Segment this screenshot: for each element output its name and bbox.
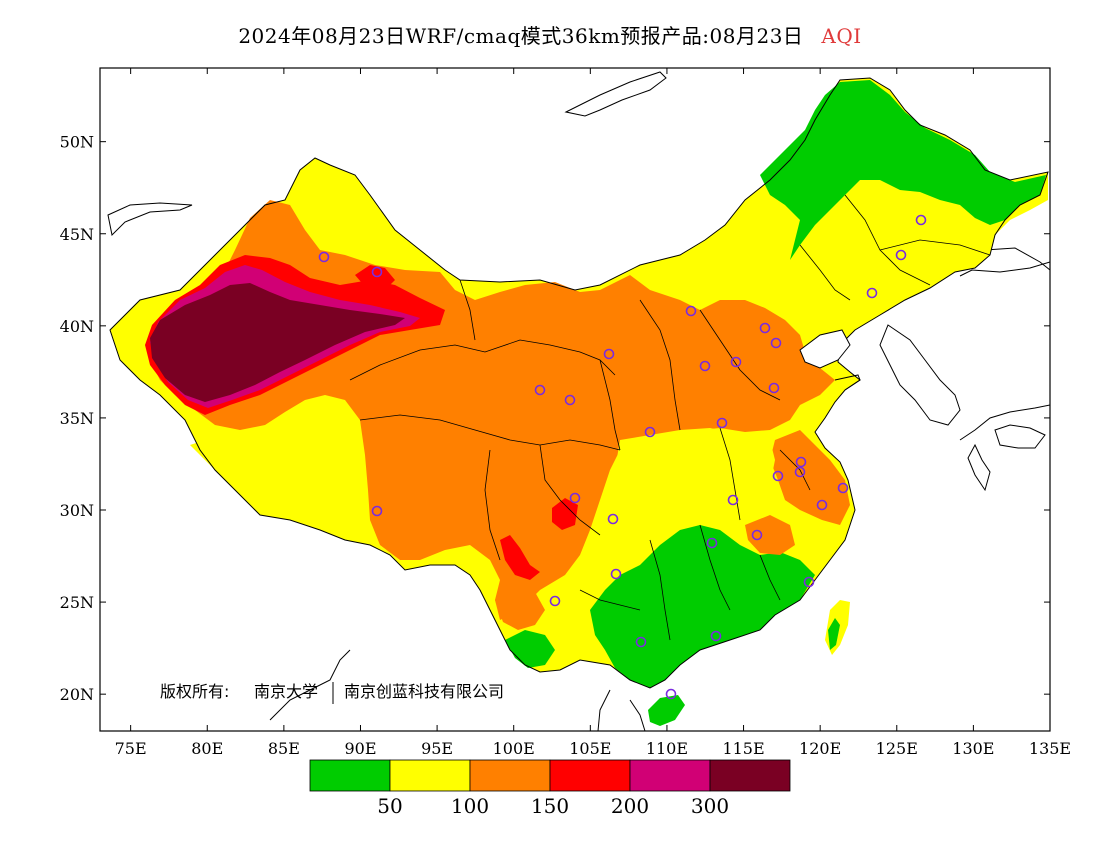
bohai-bay	[799, 329, 851, 369]
aqi-zone-good-taiwan-green	[828, 618, 840, 650]
station-marker	[607, 513, 619, 525]
station-marker	[710, 630, 722, 642]
x-tick-label: 130E	[952, 739, 994, 758]
station-marker	[730, 356, 742, 368]
x-tick-label: 85E	[268, 739, 300, 758]
legend-label: 200	[611, 794, 649, 818]
legend-label: 300	[691, 794, 729, 818]
station-marker	[716, 417, 728, 429]
x-tick-label: 100E	[493, 739, 535, 758]
x-tick-label: 125E	[876, 739, 918, 758]
station-marker	[795, 456, 807, 468]
x-tick-label: 95E	[421, 739, 453, 758]
station-marker	[768, 382, 780, 394]
aqi-zone-good-southwest	[505, 630, 555, 668]
legend-label: 150	[531, 794, 569, 818]
legend-swatch	[549, 759, 631, 792]
station-marker	[816, 499, 828, 511]
aqi-zone-good-hainan	[648, 695, 685, 726]
y-tick-label: 35N	[60, 409, 94, 428]
station-marker	[794, 466, 806, 478]
station-marker	[644, 426, 656, 438]
y-tick-label: 25N	[60, 593, 94, 612]
map-layers: 版权所有: 南京大学 南京创蓝科技有限公司	[107, 71, 1050, 731]
shandong-coast	[834, 374, 861, 391]
y-axis-ticks: 20N 25N 30N 35N 40N 45N 50N	[60, 133, 1050, 704]
province-borders	[349, 194, 991, 641]
legend-swatch	[629, 759, 711, 792]
country-border	[109, 77, 1049, 689]
station-marker	[866, 287, 878, 299]
station-marker	[685, 305, 697, 317]
y-tick-label: 40N	[60, 317, 94, 336]
copyright-label: 版权所有:	[160, 682, 229, 701]
y-tick-label: 20N	[60, 685, 94, 704]
x-tick-label: 110E	[646, 739, 688, 758]
station-marker	[534, 384, 546, 396]
station-marker	[665, 688, 677, 700]
x-tick-label: 135E	[1029, 739, 1071, 758]
station-marker	[635, 636, 647, 648]
y-tick-label: 50N	[60, 133, 94, 152]
aqi-zone-good-northeast	[760, 80, 1046, 260]
station-marker	[770, 337, 782, 349]
coastlines	[107, 71, 1050, 731]
station-marker	[706, 537, 718, 549]
legend-label: 50	[377, 794, 402, 818]
station-markers	[318, 214, 927, 700]
aqi-legend: 50 100 150 200 300	[309, 759, 791, 818]
legend-swatch	[389, 759, 471, 792]
station-marker	[803, 576, 815, 588]
aqi-zone-unhealthy-sensitive-east	[770, 430, 850, 525]
y-tick-label: 30N	[60, 501, 94, 520]
station-marker	[772, 470, 784, 482]
station-marker	[564, 394, 576, 406]
copyright-org-nju: 南京大学	[254, 682, 318, 701]
x-tick-label: 115E	[722, 739, 764, 758]
legend-swatch	[309, 759, 391, 792]
station-marker	[371, 505, 383, 517]
legend-swatch	[709, 759, 791, 792]
y-tick-label: 45N	[60, 225, 94, 244]
x-tick-label: 90E	[344, 739, 376, 758]
aqi-zone-unhealthy-sensitive-southeast	[745, 515, 795, 555]
aqi-zone-moderate-tibet	[190, 405, 365, 540]
aqi-zone-unhealthy-sensitive-southwest	[495, 580, 545, 630]
variable-label: AQI	[821, 24, 862, 48]
x-axis-ticks: 75E 80E 85E 90E 95E 100E 105E 110E 115E 120E 125E 1…	[115, 68, 1071, 758]
station-marker	[727, 494, 739, 506]
station-marker	[895, 249, 907, 261]
station-marker	[569, 492, 581, 504]
aqi-zone-moderate-central	[605, 428, 775, 550]
aqi-zone-unhealthy-yunnan	[500, 535, 540, 580]
aqi-zone-unhealthy-xinjiang	[355, 265, 395, 290]
station-marker	[915, 214, 927, 226]
aqi-zone-unhealthy-sichuan	[552, 498, 578, 530]
aqi-zone-good-south	[590, 525, 815, 688]
x-tick-label: 105E	[569, 739, 611, 758]
station-marker	[610, 568, 622, 580]
station-marker	[603, 348, 615, 360]
map-title: 2024年08月23日WRF/cmaq模式36km预报产品:08月23日 AQI	[0, 20, 1100, 49]
station-marker	[371, 266, 383, 278]
title-text: 2024年08月23日WRF/cmaq模式36km预报产品:08月23日	[238, 24, 804, 48]
map-frame	[99, 67, 1051, 732]
station-marker	[751, 529, 763, 541]
x-tick-label: 120E	[799, 739, 841, 758]
station-marker	[759, 322, 771, 334]
aqi-zone-hazardous	[150, 283, 405, 402]
x-tick-label: 75E	[115, 739, 147, 758]
station-marker	[549, 595, 561, 607]
legend-swatch	[469, 759, 551, 792]
copyright-org-company: 南京创蓝科技有限公司	[344, 682, 504, 701]
legend-label: 100	[451, 794, 489, 818]
x-tick-label: 80E	[191, 739, 223, 758]
station-marker	[699, 360, 711, 372]
station-marker	[837, 482, 849, 494]
station-marker	[318, 251, 330, 263]
